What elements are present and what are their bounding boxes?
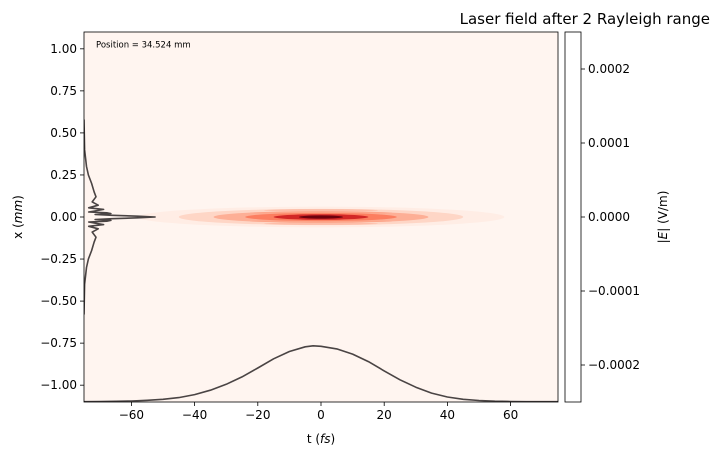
y-axis-label: x (mm) [11, 195, 25, 239]
field-fringe-3 [264, 209, 378, 212]
x-tick-label: −60 [119, 408, 144, 422]
colorbar-ticks: 0.0002 0.0001 0.0000 −0.0001 −0.0002 [581, 62, 640, 372]
x-tick-label: 40 [440, 408, 455, 422]
y-tick-label: 0.00 [50, 210, 77, 224]
x-tick-label: −40 [182, 408, 207, 422]
colorbar-tick-label: 0.0002 [588, 62, 630, 76]
y-axis-ticks: 1.00 0.75 0.50 0.25 0.00 −0.25 −0.50 −0.75 −1.00 [40, 42, 84, 392]
y-tick-label: 0.50 [50, 126, 77, 140]
y-tick-label: −1.00 [40, 378, 77, 392]
field-level-5 [298, 215, 344, 219]
transverse-profile-line [84, 119, 156, 315]
colorbar-tick-label: −0.0001 [588, 284, 640, 298]
y-tick-label: −0.50 [40, 294, 77, 308]
y-tick-label: 0.75 [50, 84, 77, 98]
y-tick-label: 0.25 [50, 168, 77, 182]
x-tick-label: −20 [245, 408, 270, 422]
colorbar-label: |E| (V/m) [656, 191, 670, 244]
x-tick-label: 60 [503, 408, 518, 422]
y-tick-label: −0.75 [40, 336, 77, 350]
colorbar-tick-label: 0.0000 [588, 210, 630, 224]
field-fringe-1 [249, 220, 393, 223]
chart-title: Laser field after 2 Rayleigh range [460, 10, 710, 28]
colorbar-tick-label: −0.0002 [588, 358, 640, 372]
field-fringe-0 [264, 222, 378, 225]
position-annotation: Position = 34.524 mm [96, 41, 191, 51]
x-axis-label: t (fs) [307, 432, 335, 446]
x-tick-label: 20 [377, 408, 392, 422]
x-tick-label: 0 [317, 408, 325, 422]
colorbar-tick-label: 0.0001 [588, 136, 630, 150]
field-fringe-2 [249, 211, 393, 214]
field-heatmap [137, 206, 505, 228]
y-tick-label: 1.00 [50, 42, 77, 56]
colorbar [564, 31, 582, 403]
y-tick-label: −0.25 [40, 252, 77, 266]
x-axis-ticks: −60 −40 −20 0 20 40 60 [119, 402, 518, 422]
temporal-profile-line [84, 345, 558, 402]
profiles [84, 119, 558, 402]
